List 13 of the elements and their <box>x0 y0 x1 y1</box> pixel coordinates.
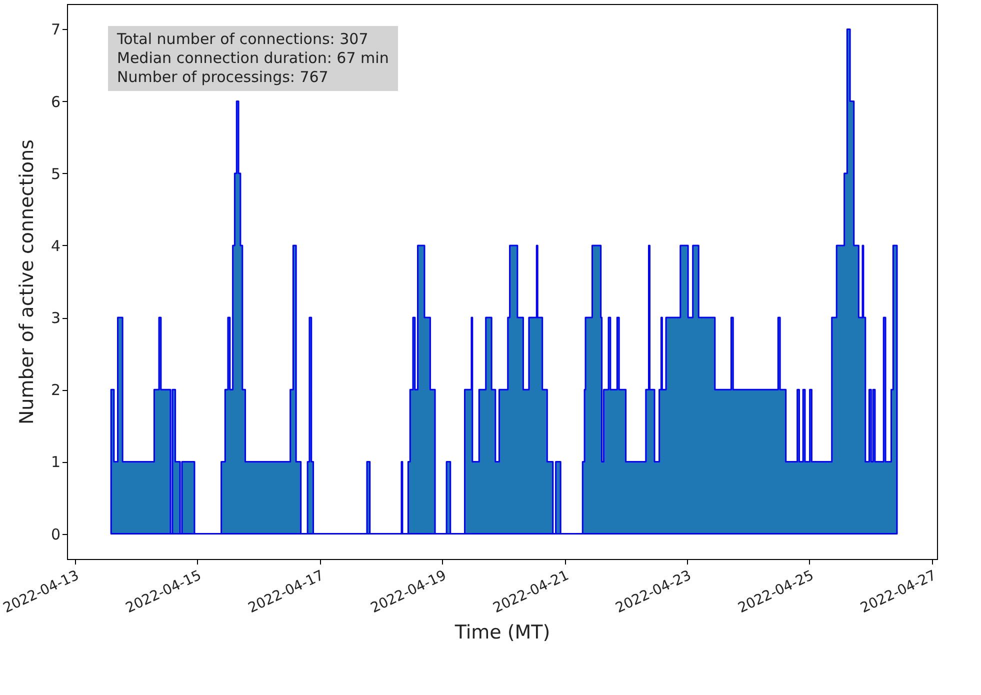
y-axis-title: Number of active connections <box>16 139 38 425</box>
annotation: Number of processings: 767 <box>117 68 330 87</box>
x-axis-title: Time (MT) <box>454 622 550 644</box>
y-tick-label: 1 <box>50 453 60 472</box>
y-tick-label: 6 <box>50 92 60 111</box>
y-tick-label: 5 <box>50 164 60 183</box>
annotation: Median connection duration: 67 min <box>117 49 389 68</box>
y-tick-label: 4 <box>50 236 60 255</box>
y-tick-label: 2 <box>50 381 60 400</box>
y-tick-label: 7 <box>50 20 60 39</box>
annotation: Total number of connections: 307 <box>117 30 370 49</box>
y-tick-label: 0 <box>50 525 60 544</box>
y-tick-label: 3 <box>50 309 60 328</box>
